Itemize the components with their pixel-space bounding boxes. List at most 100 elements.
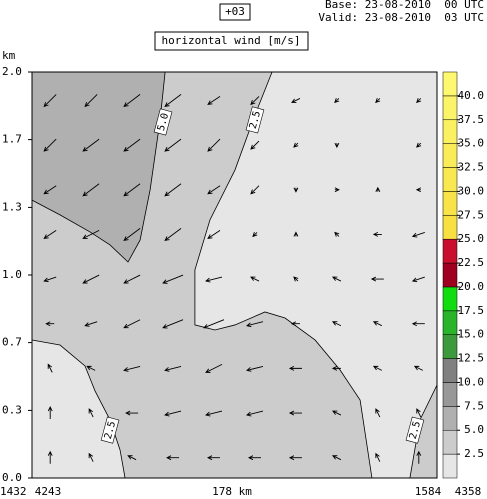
wind-arrow bbox=[250, 185, 260, 195]
wind-arrow bbox=[293, 142, 299, 148]
wind-arrow bbox=[331, 410, 342, 416]
wind-arrow bbox=[411, 231, 425, 238]
y-tick-label: 0.7 bbox=[2, 336, 22, 349]
wind-arrow bbox=[416, 142, 422, 148]
colorbar-bin bbox=[442, 71, 458, 97]
wind-arrow bbox=[164, 365, 182, 372]
wind-arrow bbox=[331, 455, 342, 461]
y-tick-label: 1.7 bbox=[2, 133, 22, 146]
chart-title: horizontal wind [m/s] bbox=[161, 34, 300, 47]
wind-arrow bbox=[291, 98, 301, 103]
colorbar-label: 37.5 bbox=[458, 113, 485, 126]
wind-arrow bbox=[375, 408, 381, 418]
wind-arrow bbox=[205, 363, 223, 373]
colorbar-bin bbox=[442, 215, 458, 240]
wind-arrow bbox=[247, 455, 261, 461]
wind-arrow bbox=[127, 455, 137, 461]
colorbar-bin bbox=[442, 334, 458, 359]
contour-label: 2.5 bbox=[103, 420, 118, 440]
wind-arrow bbox=[413, 365, 423, 371]
colorbar-bin bbox=[442, 191, 458, 216]
contour-label: 2.5 bbox=[248, 110, 263, 130]
wind-arrow bbox=[293, 231, 299, 237]
colorbar-bin bbox=[442, 119, 458, 144]
wind-arrow bbox=[207, 138, 221, 152]
run-box bbox=[219, 3, 251, 21]
wind-arrow bbox=[288, 410, 302, 416]
colorbar-bin bbox=[442, 310, 458, 335]
contour-label-box bbox=[100, 416, 120, 444]
colorbar-label: 35.0 bbox=[458, 137, 485, 150]
colorbar-label: 27.5 bbox=[458, 208, 485, 221]
contour-label: 5.0 bbox=[156, 112, 171, 132]
colorbar-bin bbox=[442, 382, 458, 407]
contour-label-box bbox=[245, 106, 265, 134]
wind-arrow bbox=[250, 140, 260, 150]
wind-arrow bbox=[250, 96, 260, 106]
wind-arrow bbox=[164, 183, 182, 197]
wind-arrow bbox=[123, 94, 141, 108]
wind-arrow bbox=[82, 274, 100, 284]
wind-arrow bbox=[47, 450, 53, 464]
wind-arrow bbox=[123, 365, 141, 372]
colorbar-bin bbox=[442, 453, 458, 479]
wind-arrow bbox=[205, 410, 223, 417]
wind-arrow bbox=[288, 455, 302, 461]
wind-arrow bbox=[207, 455, 221, 461]
wind-arrow bbox=[164, 94, 182, 108]
wind-arrow bbox=[43, 138, 57, 152]
colorbar-label: 20.0 bbox=[458, 280, 485, 293]
wind-arrow bbox=[123, 274, 141, 284]
wind-arrow bbox=[331, 321, 342, 327]
colorbar-label: 12.5 bbox=[458, 352, 485, 365]
wind-arrow bbox=[82, 229, 100, 239]
bottom-label: 4358 bbox=[455, 485, 482, 498]
wind-arrow bbox=[162, 274, 184, 284]
y-tick-label: 1.0 bbox=[2, 268, 22, 281]
wind-arrow bbox=[82, 138, 100, 152]
wind-arrow bbox=[43, 230, 57, 239]
colorbar-bin bbox=[442, 286, 458, 312]
wind-arrow bbox=[293, 276, 299, 282]
wind-arrow bbox=[123, 319, 141, 329]
y-tick-label: 0.0 bbox=[2, 471, 22, 484]
wind-arrow bbox=[334, 98, 340, 104]
wind-arrow bbox=[370, 276, 384, 282]
wind-arrow bbox=[203, 319, 225, 329]
wind-arrow bbox=[123, 228, 141, 242]
wind-arrow bbox=[246, 321, 264, 328]
wind-arrow bbox=[375, 452, 381, 462]
colorbar-label: 30.0 bbox=[458, 184, 485, 197]
bottom-label: 1432 bbox=[0, 485, 27, 498]
wind-arrow bbox=[411, 321, 425, 327]
y-tick-label: 1.3 bbox=[2, 200, 22, 213]
wind-arrow bbox=[43, 276, 57, 283]
colorbar-label: 5.0 bbox=[464, 423, 484, 436]
contour-label-box bbox=[153, 108, 173, 136]
colorbar-label: 32.5 bbox=[458, 161, 485, 174]
colorbar-label: 25.0 bbox=[458, 232, 485, 245]
bottom-label: 1584 bbox=[415, 485, 442, 498]
wind-arrow bbox=[166, 455, 180, 461]
colorbar-label: 15.0 bbox=[458, 328, 485, 341]
wind-arrow bbox=[250, 276, 260, 282]
wind-arrow bbox=[331, 365, 341, 371]
wind-arrow bbox=[246, 410, 264, 417]
wind-arrow bbox=[411, 276, 425, 283]
y-tick-label: 2.0 bbox=[2, 65, 22, 78]
wind-arrow bbox=[205, 276, 223, 283]
wind-arrow bbox=[372, 365, 383, 371]
wind-arrow bbox=[416, 98, 422, 104]
colorbar-bin bbox=[442, 262, 458, 288]
wind-arrow bbox=[288, 365, 302, 371]
colorbar-bin bbox=[442, 95, 458, 121]
colorbar-label: 7.5 bbox=[464, 399, 484, 412]
colorbar-label: 17.5 bbox=[458, 304, 485, 317]
valid-time: Valid: 23-08-2010 03 UTC bbox=[318, 11, 484, 24]
wind-arrow bbox=[47, 406, 53, 420]
wind-arrow bbox=[164, 228, 182, 242]
bottom-label: 4243 bbox=[35, 485, 62, 498]
wind-arrow bbox=[293, 187, 299, 193]
base-time: Base: 23-08-2010 00 UTC bbox=[325, 0, 484, 11]
